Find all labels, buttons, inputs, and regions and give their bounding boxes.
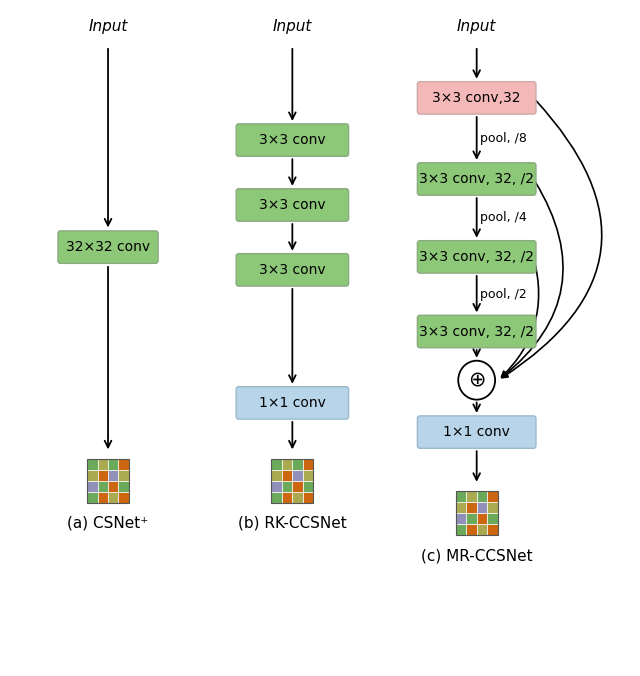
Bar	[487, 525, 497, 535]
Text: pool, /2: pool, /2	[480, 288, 527, 301]
FancyBboxPatch shape	[417, 315, 536, 347]
FancyBboxPatch shape	[236, 254, 349, 286]
Bar	[271, 459, 282, 470]
Text: 3×3 conv: 3×3 conv	[259, 133, 326, 147]
FancyArrowPatch shape	[502, 260, 539, 377]
Bar	[271, 492, 282, 503]
Bar	[271, 459, 313, 503]
FancyBboxPatch shape	[417, 82, 536, 114]
Bar	[282, 470, 292, 481]
Text: 3×3 conv, 32, /2: 3×3 conv, 32, /2	[419, 172, 534, 186]
Text: Input: Input	[273, 20, 312, 34]
Bar	[282, 459, 292, 470]
FancyBboxPatch shape	[236, 189, 349, 221]
Text: $\oplus$: $\oplus$	[468, 370, 485, 390]
Bar	[97, 492, 108, 503]
Bar	[292, 459, 303, 470]
Bar	[456, 513, 466, 525]
Bar	[87, 459, 129, 503]
FancyBboxPatch shape	[417, 241, 536, 273]
Text: Input: Input	[88, 20, 128, 34]
Bar	[487, 502, 497, 513]
Bar	[87, 459, 97, 470]
Text: 1×1 conv: 1×1 conv	[444, 425, 510, 439]
Bar	[477, 513, 487, 525]
FancyBboxPatch shape	[236, 124, 349, 156]
Text: 1×1 conv: 1×1 conv	[259, 396, 326, 410]
Bar	[108, 492, 118, 503]
Bar	[456, 525, 466, 535]
Bar	[292, 492, 303, 503]
Bar	[118, 459, 129, 470]
Bar	[108, 459, 118, 470]
Text: (c) MR-CCSNet: (c) MR-CCSNet	[421, 548, 532, 563]
Bar	[477, 502, 487, 513]
Text: 3×3 conv,32: 3×3 conv,32	[433, 91, 521, 105]
Bar	[271, 470, 282, 481]
Bar	[466, 502, 477, 513]
Bar	[282, 481, 292, 492]
FancyBboxPatch shape	[417, 416, 536, 448]
Bar	[292, 470, 303, 481]
Bar	[108, 481, 118, 492]
FancyArrowPatch shape	[502, 100, 602, 378]
Bar	[292, 481, 303, 492]
FancyBboxPatch shape	[417, 163, 536, 195]
Bar	[477, 491, 487, 502]
Bar	[108, 470, 118, 481]
Bar	[271, 481, 282, 492]
Ellipse shape	[458, 361, 495, 400]
Text: 3×3 conv, 32, /2: 3×3 conv, 32, /2	[419, 324, 534, 339]
Text: pool, /8: pool, /8	[480, 132, 527, 145]
Bar	[487, 491, 497, 502]
Bar	[477, 525, 487, 535]
Bar	[97, 459, 108, 470]
Bar	[466, 525, 477, 535]
Bar	[118, 470, 129, 481]
Bar	[87, 492, 97, 503]
Bar	[487, 513, 497, 525]
Bar	[97, 470, 108, 481]
Text: pool, /4: pool, /4	[480, 212, 527, 224]
Bar	[466, 491, 477, 502]
Bar	[456, 491, 466, 502]
FancyArrowPatch shape	[502, 181, 563, 377]
Bar	[303, 459, 313, 470]
Text: 3×3 conv: 3×3 conv	[259, 263, 326, 277]
Bar	[282, 492, 292, 503]
Bar	[303, 481, 313, 492]
Bar	[303, 492, 313, 503]
FancyBboxPatch shape	[58, 231, 158, 264]
Text: Input: Input	[457, 20, 497, 34]
Bar	[456, 491, 497, 535]
Bar	[303, 470, 313, 481]
Text: 32×32 conv: 32×32 conv	[66, 240, 150, 254]
FancyBboxPatch shape	[236, 387, 349, 419]
Text: (a) CSNet⁺: (a) CSNet⁺	[67, 516, 148, 531]
Text: 3×3 conv: 3×3 conv	[259, 198, 326, 212]
Bar	[466, 513, 477, 525]
Bar	[87, 470, 97, 481]
Bar	[118, 481, 129, 492]
Bar	[97, 481, 108, 492]
Bar	[118, 492, 129, 503]
Bar	[456, 502, 466, 513]
Text: 3×3 conv, 32, /2: 3×3 conv, 32, /2	[419, 250, 534, 264]
Text: (b) RK-CCSNet: (b) RK-CCSNet	[238, 516, 347, 531]
Bar	[87, 481, 97, 492]
